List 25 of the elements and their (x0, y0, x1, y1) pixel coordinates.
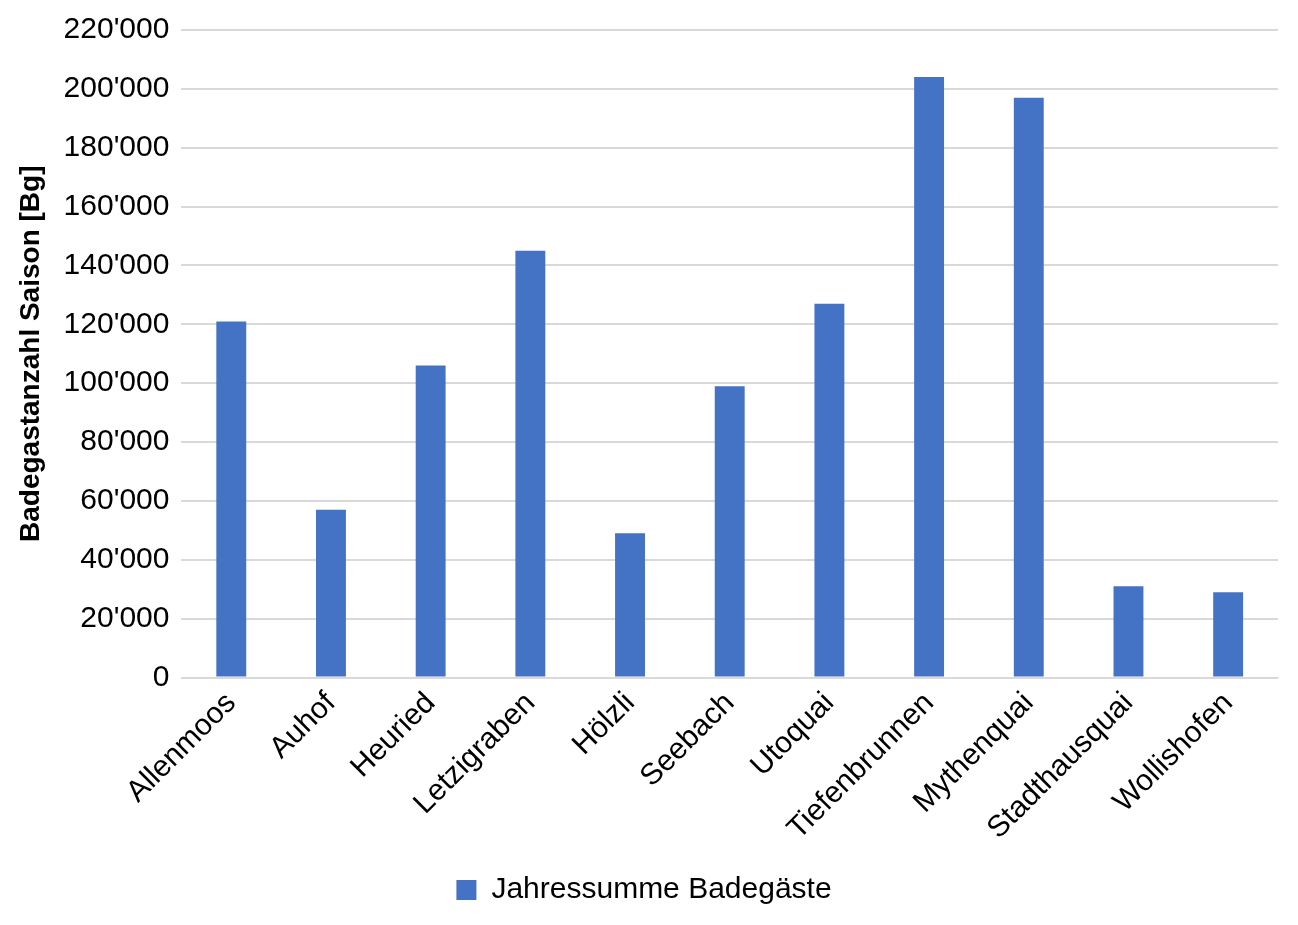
y-tick-label: 60'000 (80, 482, 170, 516)
bar (1013, 97, 1044, 677)
bar (714, 386, 745, 677)
y-tick-label: 0 (152, 658, 170, 692)
bar (316, 509, 346, 677)
bar (415, 365, 446, 677)
y-tick-label: 80'000 (80, 423, 170, 457)
bar (914, 77, 945, 677)
y-axis-title: Badegastanzahl Saison [Bg] (13, 165, 45, 543)
y-tick-label: 120'000 (63, 305, 170, 339)
y-tick-label: 220'000 (63, 11, 170, 45)
bar (515, 250, 546, 677)
bar (814, 303, 845, 677)
bar (216, 321, 247, 677)
y-tick-label: 180'000 (63, 129, 170, 162)
bar (1213, 592, 1244, 677)
legend-label: Jahressumme Badegäste (491, 871, 832, 905)
bar (615, 533, 645, 677)
y-tick-label: 20'000 (80, 599, 170, 633)
y-tick-label: 160'000 (63, 187, 170, 221)
bar (1113, 586, 1144, 677)
y-tick-label: 40'000 (80, 541, 170, 575)
y-tick-label: 100'000 (63, 364, 170, 398)
y-tick-label: 140'000 (63, 246, 170, 280)
y-tick-label: 200'000 (63, 70, 170, 104)
